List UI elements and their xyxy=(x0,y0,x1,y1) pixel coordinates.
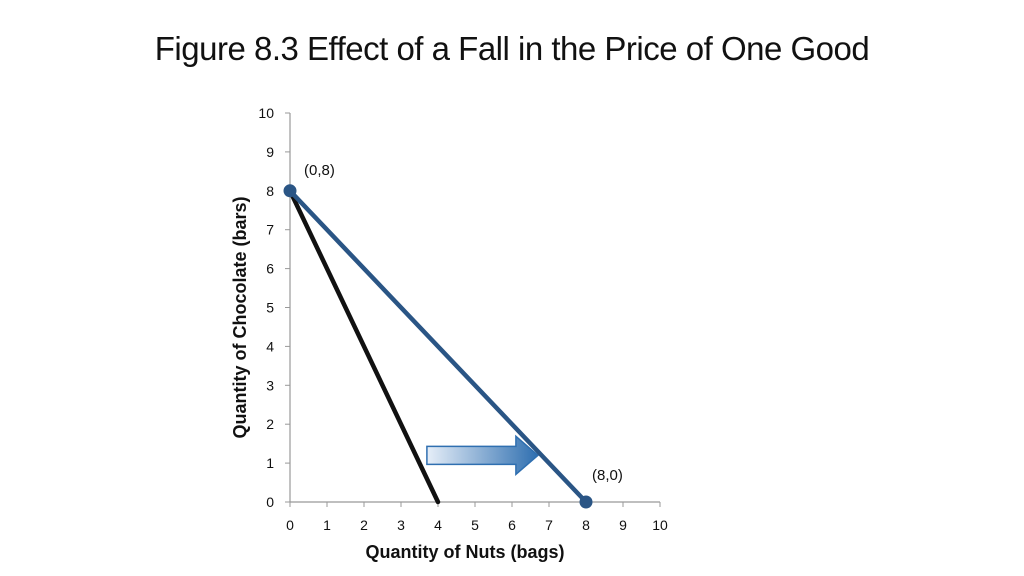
x-axis-label: Quantity of Nuts (bags) xyxy=(366,542,565,562)
x-tick-label: 5 xyxy=(471,517,479,533)
x-tick-label: 9 xyxy=(619,517,627,533)
shift-arrow xyxy=(426,434,540,476)
x-tick-label: 0 xyxy=(286,517,294,533)
y-tick-label: 1 xyxy=(266,455,274,471)
x-tick-label: 8 xyxy=(582,517,590,533)
x-tick-label: 2 xyxy=(360,517,368,533)
marker-layer: (0,8) (8,0) xyxy=(283,162,623,509)
x-tick-label: 6 xyxy=(508,517,516,533)
budget-line-2 xyxy=(287,188,589,505)
budget-line-1 xyxy=(287,188,441,505)
y-tick-label: 9 xyxy=(266,144,274,160)
point-marker xyxy=(579,495,593,509)
point-label: (8,0) xyxy=(592,467,623,484)
slide-title: Figure 8.3 Effect of a Fall in the Price… xyxy=(154,30,870,67)
y-axis-label: Quantity of Chocolate (bars) xyxy=(230,196,250,438)
y-tick-label: 6 xyxy=(266,261,274,277)
y-tick-label: 0 xyxy=(266,494,274,510)
y-tick-label: 10 xyxy=(258,105,274,121)
x-ticks: 0 1 2 3 4 5 6 7 8 9 10 xyxy=(286,502,668,533)
point-label: (0,8) xyxy=(304,162,335,179)
series-layer xyxy=(287,188,589,505)
y-tick-label: 8 xyxy=(266,183,274,199)
y-tick-label: 7 xyxy=(266,222,274,238)
x-tick-label: 1 xyxy=(323,517,331,533)
x-tick-label: 4 xyxy=(434,517,442,533)
x-tick-label: 10 xyxy=(652,517,668,533)
x-tick-label: 3 xyxy=(397,517,405,533)
y-tick-label: 4 xyxy=(266,338,274,354)
y-ticks: 0 1 2 3 4 5 6 7 8 9 10 xyxy=(258,105,290,510)
y-tick-label: 2 xyxy=(266,416,274,432)
point-marker xyxy=(283,184,297,198)
x-tick-label: 7 xyxy=(545,517,553,533)
shift-arrow-layer xyxy=(426,434,540,476)
y-tick-label: 3 xyxy=(266,377,274,393)
y-tick-label: 5 xyxy=(266,300,274,316)
